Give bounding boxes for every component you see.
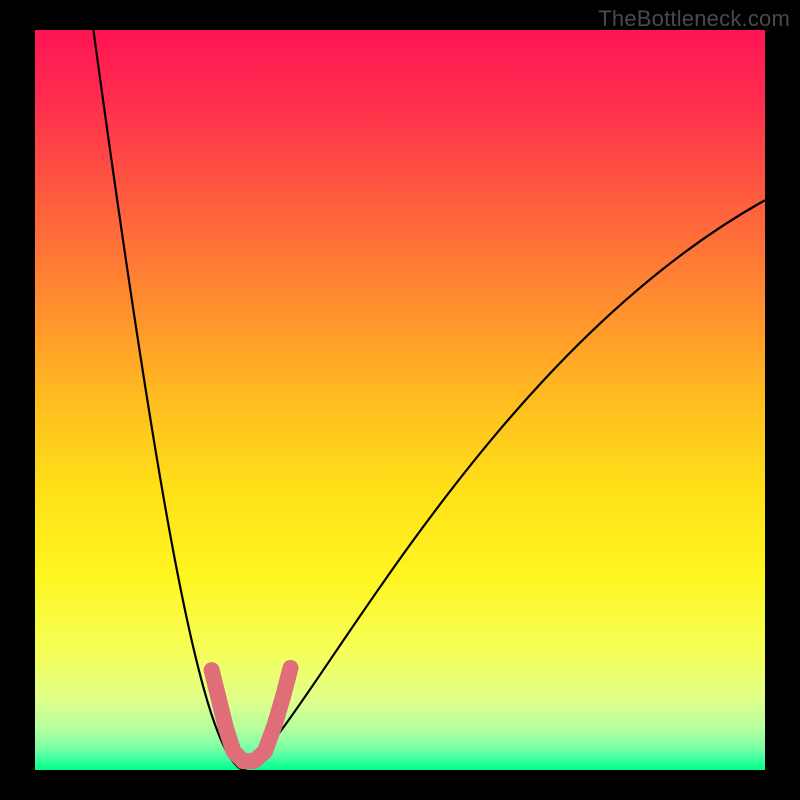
bottleneck-chart xyxy=(35,30,765,770)
chart-background-gradient xyxy=(35,30,765,770)
watermark-text: TheBottleneck.com xyxy=(598,6,790,32)
plot-area xyxy=(35,30,765,770)
